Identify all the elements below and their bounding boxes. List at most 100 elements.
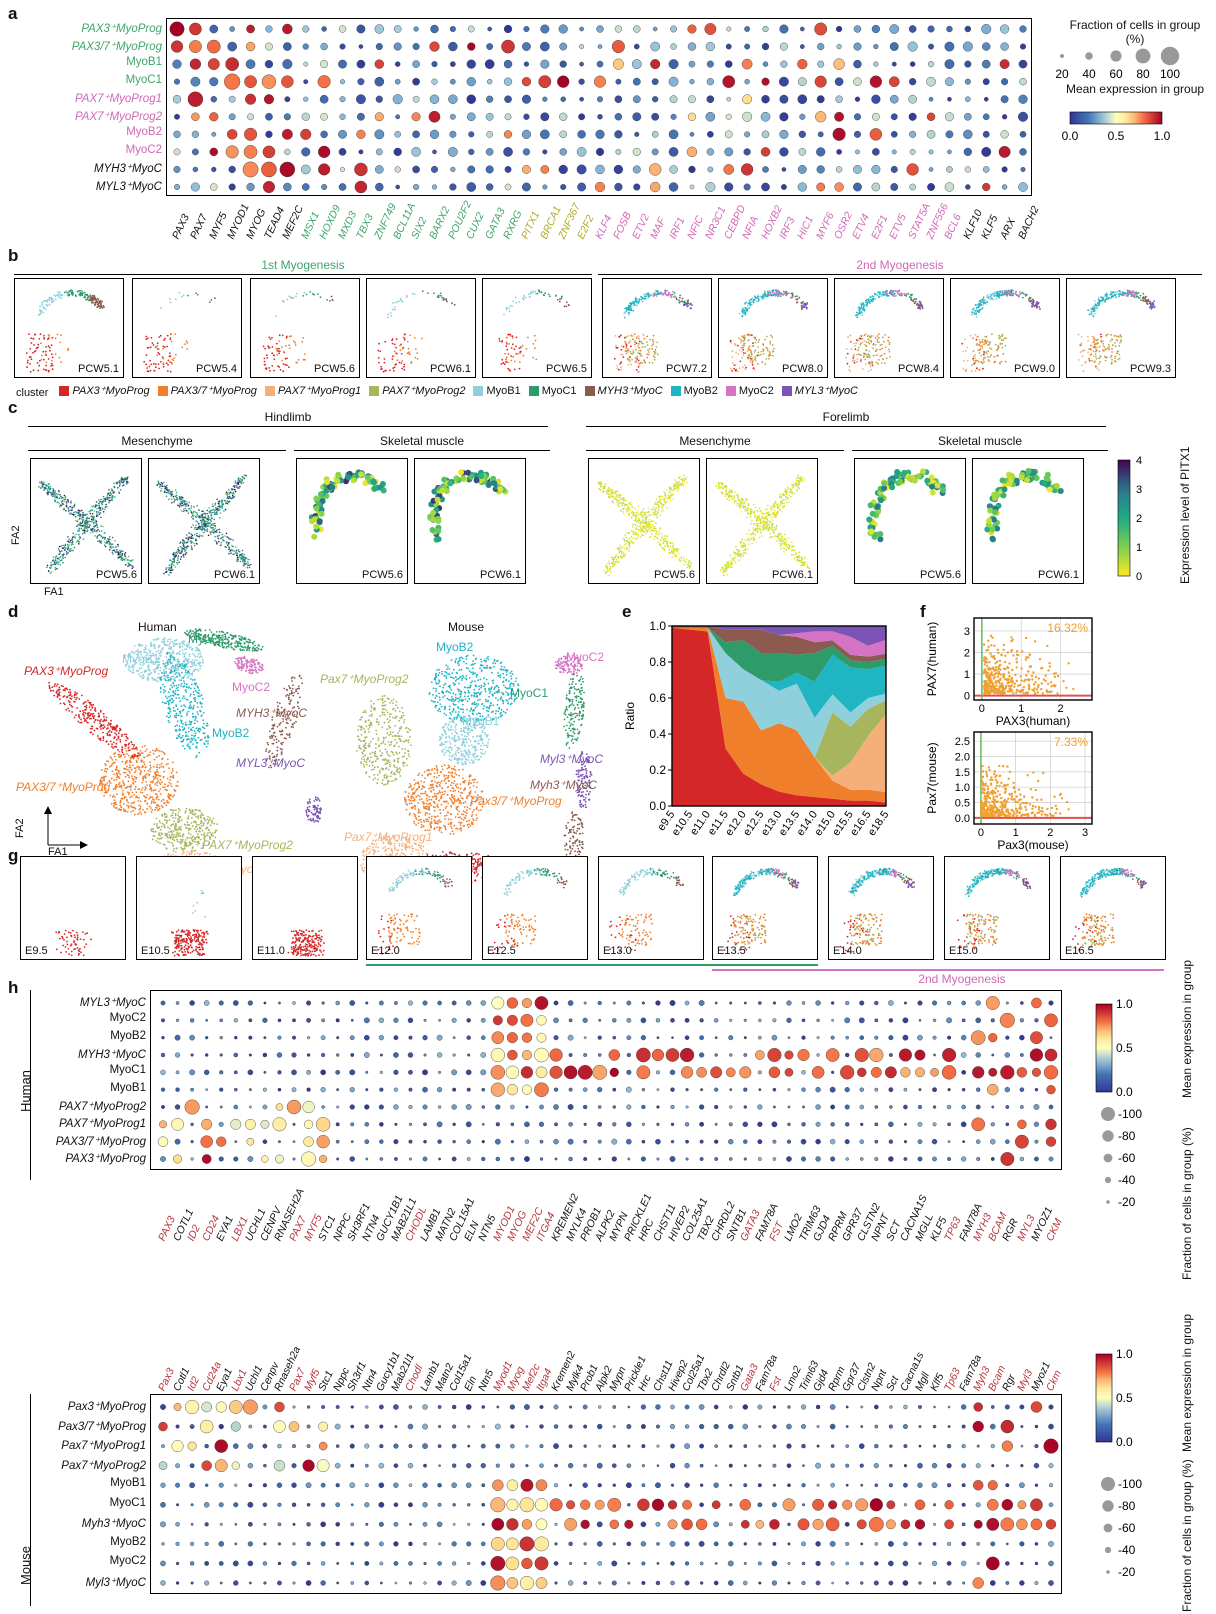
umap-point	[42, 368, 45, 371]
umap-point	[772, 291, 774, 293]
pitx1-point	[55, 555, 58, 557]
panel-a-dot	[836, 149, 842, 155]
umap-point	[777, 294, 780, 297]
pitx1-point	[129, 564, 132, 566]
pitx1-point	[639, 531, 642, 533]
pitx1-point	[43, 486, 46, 489]
umap-point	[624, 342, 627, 345]
panel-a-dot	[579, 61, 584, 67]
panel-a-dot	[632, 77, 641, 86]
pitx1-point	[95, 501, 98, 503]
pitx1-point	[180, 552, 182, 554]
umap-point	[392, 367, 395, 369]
panel-a-dot	[540, 41, 550, 52]
pitx1-point	[209, 510, 211, 512]
pitx1-point	[629, 509, 631, 511]
pitx1-point	[221, 505, 223, 508]
pitx1-point	[652, 527, 654, 530]
umap-point	[984, 335, 987, 338]
umap-point	[1091, 307, 1094, 309]
pitx1-point	[609, 562, 611, 565]
umap-point	[273, 369, 275, 372]
panel-a-dot	[523, 25, 530, 32]
umap-point	[628, 355, 631, 358]
umap-point	[743, 339, 746, 342]
umap-point	[620, 368, 622, 371]
panel-a-dot	[172, 95, 182, 104]
pitx1-point	[242, 555, 244, 558]
umap-point	[288, 295, 291, 298]
pitx1-point	[225, 501, 228, 503]
panel-a-dot	[597, 114, 603, 120]
pitx1-point	[52, 563, 54, 566]
umap-point	[507, 333, 509, 336]
umap-point	[278, 347, 280, 350]
umap-point	[962, 367, 965, 370]
panel-a-dot	[633, 183, 641, 191]
panel-a-dot	[467, 25, 475, 33]
pitx1-point	[62, 557, 64, 560]
panel-a-dot	[817, 42, 825, 51]
umap-point	[63, 291, 66, 294]
panel-a-dot	[614, 95, 623, 104]
panel-a-dot	[779, 76, 789, 87]
panel-a-dotplot-frame	[166, 18, 1032, 196]
umap-point	[45, 369, 48, 372]
panel-a-dot	[687, 24, 697, 34]
pitx1-point	[186, 503, 189, 505]
pitx1-point	[86, 519, 88, 521]
pitx1-point	[220, 537, 222, 540]
pitx1-point	[177, 548, 180, 551]
umap-point	[1092, 315, 1095, 318]
pitx1-point	[429, 527, 436, 533]
panel-a-dot	[338, 183, 347, 191]
umap-point	[269, 338, 272, 340]
pitx1-point	[56, 496, 58, 498]
panel-a-dot	[834, 111, 844, 122]
umap-point	[47, 358, 50, 360]
panel-a-row-label: MyoC2	[125, 143, 162, 156]
pitx1-point	[87, 529, 89, 532]
umap-point	[979, 300, 982, 302]
panel-a-dot	[798, 148, 807, 156]
cluster-legend-item: PAX3/7⁺MyoProg	[157, 384, 257, 397]
umap-point	[379, 350, 382, 353]
pitx1-point	[243, 474, 246, 476]
pitx1-point	[50, 561, 52, 564]
umap-point	[533, 334, 536, 337]
pitx1-point	[91, 512, 94, 515]
umap-point	[767, 292, 770, 294]
umap-point	[1093, 309, 1096, 312]
pitx1-point	[208, 522, 211, 524]
umap-point	[744, 336, 746, 339]
umap-point	[627, 363, 630, 366]
umap-point	[773, 347, 775, 350]
pitx1-point	[98, 540, 101, 542]
umap-point	[975, 316, 978, 318]
umap-point	[530, 291, 532, 294]
pitx1-point	[677, 483, 680, 485]
umap-point	[34, 350, 37, 352]
umap-point	[982, 298, 985, 301]
umap-point	[1114, 293, 1116, 296]
pitx1-point	[112, 549, 114, 552]
panel-a-dot	[229, 26, 235, 32]
panel-a-dot	[468, 131, 475, 138]
panel-a-dot	[450, 166, 456, 173]
umap-point	[49, 297, 52, 300]
umap-point	[755, 300, 758, 303]
panel-a-dot	[944, 59, 955, 70]
pitx1-point	[117, 545, 119, 547]
umap-point	[1092, 339, 1095, 342]
umap-point	[977, 311, 980, 314]
umap-points	[1077, 289, 1156, 373]
umap-point	[304, 358, 306, 361]
panel-a-dot	[668, 129, 679, 140]
pitx1-point	[111, 551, 114, 554]
umap-point	[742, 349, 745, 351]
pitx1-point	[678, 559, 681, 562]
panel-a-dot	[576, 147, 587, 157]
umap-point	[903, 293, 905, 295]
umap-point	[636, 355, 639, 358]
umap-point	[685, 303, 688, 306]
